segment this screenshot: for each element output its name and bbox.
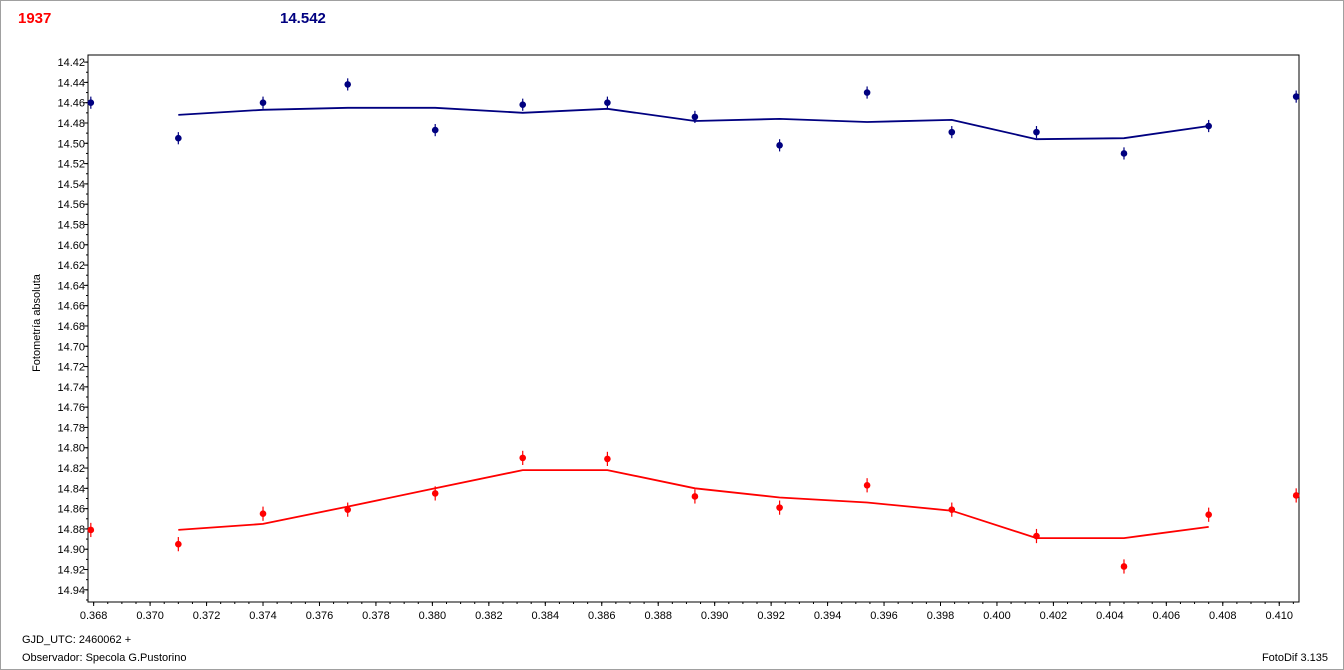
series-1: [87, 450, 1300, 574]
series-1-point: [863, 481, 871, 489]
y-tick-label: 14.52: [57, 159, 85, 171]
series-0-point: [87, 99, 95, 106]
y-tick-label: 14.88: [57, 524, 85, 536]
y-tick-label: 14.74: [57, 382, 85, 394]
x-tick-label: 0.368: [80, 610, 108, 622]
series-a-value: 1937: [18, 10, 52, 27]
series-0-point: [1120, 150, 1128, 157]
x-tick-label: 0.410: [1265, 610, 1293, 622]
x-tick-label: 0.408: [1209, 610, 1237, 622]
x-tick-label: 0.374: [249, 610, 277, 622]
x-tick-label: 0.392: [757, 610, 785, 622]
observer-label: Observador: Specola G.Pustorino: [22, 652, 187, 664]
x-tick-label: 0.388: [644, 610, 672, 622]
y-tick-label: 14.84: [57, 483, 85, 495]
series-0-point: [431, 126, 439, 134]
y-tick-label: 14.46: [57, 98, 85, 110]
axes: 0.368 0.370 0.372 0.374 0.376 0.378 0.380 0.382…: [57, 54, 1300, 622]
series-1-point: [259, 510, 267, 518]
y-tick-label: 14.94: [57, 585, 85, 597]
y-axis-label: Fotometría absoluta: [31, 273, 43, 372]
series-1-point: [691, 493, 699, 500]
series-0-point: [863, 89, 871, 96]
series-layer: [87, 78, 1300, 574]
series-0-point: [175, 134, 182, 142]
series-0-point: [1033, 128, 1040, 136]
series-0-point: [948, 128, 956, 136]
series-1-point: [604, 455, 611, 463]
x-tick-label: 0.386: [588, 610, 616, 622]
x-tick-label: 0.400: [983, 610, 1011, 622]
y-tick-label: 14.90: [57, 544, 85, 556]
series-1-point: [431, 490, 439, 497]
y-tick-label: 14.82: [57, 463, 85, 475]
y-tick-label: 14.62: [57, 260, 85, 272]
series-0-point: [259, 99, 267, 106]
series-0-point: [776, 142, 783, 149]
x-tick-label: 0.372: [193, 610, 221, 622]
y-tick-label: 14.76: [57, 402, 85, 414]
x-tick-label: 0.398: [927, 610, 955, 622]
y-tick-label: 14.66: [57, 301, 85, 313]
y-tick-label: 14.48: [57, 118, 85, 130]
x-tick-label: 0.378: [362, 610, 390, 622]
series-0: [87, 78, 1300, 160]
x-tick-label: 0.404: [1096, 610, 1124, 622]
y-tick-label: 14.60: [57, 240, 85, 252]
x-tick-label: 0.384: [532, 610, 560, 622]
x-tick-label: 0.376: [306, 610, 334, 622]
y-tick-label: 14.50: [57, 138, 85, 150]
series-0-point: [604, 99, 611, 106]
y-tick-label: 14.64: [57, 280, 85, 292]
y-tick-label: 14.58: [57, 219, 85, 231]
series-1-point: [344, 506, 352, 513]
gjd-label: GJD_UTC: 2460062 +: [22, 634, 132, 646]
series-0-point: [1205, 122, 1212, 130]
x-tick-label: 0.390: [701, 610, 729, 622]
y-tick-label: 14.80: [57, 443, 85, 455]
y-tick-label: 14.86: [57, 504, 85, 516]
x-tick-label: 0.370: [136, 610, 164, 622]
series-b-value: 14.542: [280, 10, 326, 27]
y-tick-label: 14.92: [57, 565, 85, 577]
series-1-point: [1205, 511, 1212, 519]
y-tick-label: 14.78: [57, 422, 85, 434]
series-0-point: [1292, 93, 1300, 100]
y-tick-label: 14.56: [57, 199, 85, 211]
y-tick-label: 14.54: [57, 179, 85, 191]
y-tick-label: 14.42: [57, 57, 85, 69]
series-1-point: [948, 506, 956, 513]
x-tick-label: 0.396: [870, 610, 898, 622]
series-1-point: [1292, 492, 1300, 499]
y-tick-label: 14.68: [57, 321, 85, 333]
y-tick-label: 14.44: [57, 77, 85, 89]
series-1-point: [175, 540, 182, 548]
plot-area: [87, 54, 1300, 603]
series-0-point: [519, 101, 527, 109]
series-0-point: [344, 81, 352, 88]
series-1-point: [1033, 532, 1040, 540]
x-tick-label: 0.406: [1153, 610, 1181, 622]
series-1-point: [776, 504, 783, 511]
series-1-point: [519, 454, 527, 462]
x-tick-label: 0.380: [419, 610, 447, 622]
series-1-point: [87, 526, 95, 534]
series-0-point: [691, 113, 699, 121]
y-tick-label: 14.70: [57, 341, 85, 353]
software-version: FotoDif 3.135: [1261, 652, 1328, 664]
series-1-point: [1120, 563, 1128, 570]
y-tick-label: 14.72: [57, 362, 85, 374]
x-tick-label: 0.394: [814, 610, 842, 622]
x-tick-label: 0.382: [475, 610, 503, 622]
x-tick-label: 0.402: [1040, 610, 1068, 622]
